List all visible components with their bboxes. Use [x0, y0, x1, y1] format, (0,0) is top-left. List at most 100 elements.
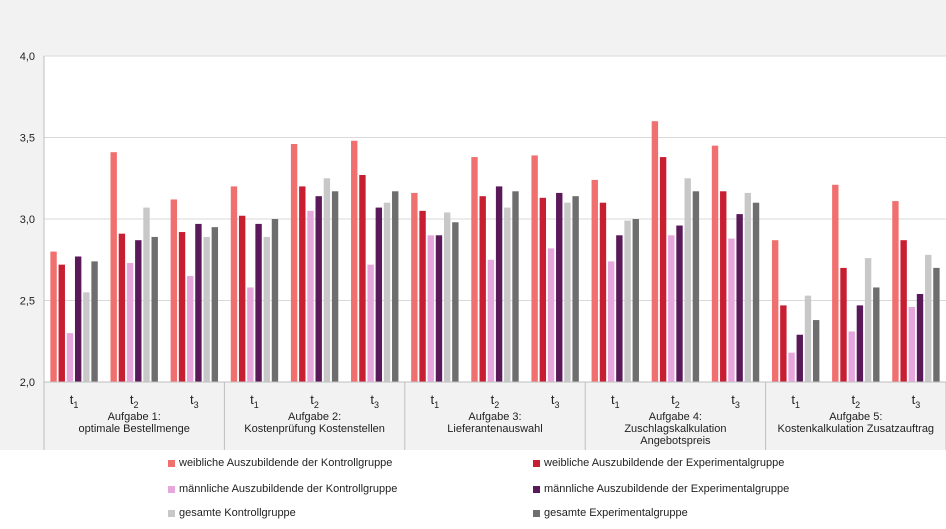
- time-point-label: t2: [851, 392, 860, 410]
- time-point-label: t1: [70, 392, 79, 410]
- bar: [840, 267, 847, 382]
- y-tick-label: 3,0: [20, 214, 35, 226]
- bar: [331, 191, 339, 382]
- legend-label: gesamte Experimentalgruppe: [544, 507, 688, 519]
- bar: [676, 225, 683, 382]
- bar: [375, 207, 383, 382]
- bar: [591, 179, 598, 382]
- bar: [684, 178, 691, 382]
- bar: [504, 207, 511, 382]
- time-point-label: t3: [731, 392, 740, 410]
- bar: [873, 287, 880, 382]
- bar: [211, 227, 219, 382]
- bar: [135, 240, 142, 382]
- y-tick-label: 2,5: [20, 296, 35, 308]
- bar: [323, 178, 331, 382]
- legend-item: weibliche Auszubildende der Kontrollgrup…: [168, 457, 392, 469]
- bar: [203, 236, 210, 382]
- time-point-label: t1: [791, 392, 800, 410]
- bar: [419, 210, 426, 382]
- bar: [383, 202, 391, 382]
- bar: [864, 258, 872, 382]
- bar: [263, 236, 270, 382]
- bar: [651, 121, 659, 382]
- bar: [720, 191, 727, 382]
- bar: [925, 254, 932, 382]
- group-label: Aufgabe 5:: [829, 411, 882, 423]
- bar: [728, 238, 735, 382]
- bar: [178, 232, 186, 382]
- legend-label: männliche Auszubildende der Experimental…: [544, 483, 790, 495]
- legend-swatch: [533, 459, 540, 467]
- legend-label: weibliche Auszubildende der Experimental…: [544, 457, 785, 469]
- bar: [832, 184, 839, 382]
- bar: [427, 235, 434, 382]
- bar: [632, 219, 639, 382]
- bar: [607, 261, 615, 382]
- legend: weibliche Auszubildende der Kontrollgrup…: [0, 450, 946, 529]
- bar: [900, 240, 907, 382]
- bar: [564, 202, 571, 382]
- legend-item: weibliche Auszubildende der Experimental…: [533, 457, 784, 469]
- bar: [933, 267, 940, 382]
- bar: [351, 140, 358, 382]
- bar: [547, 248, 555, 382]
- bar: [290, 144, 298, 382]
- bar: [238, 215, 246, 382]
- group-label: Kostenkalkulation Zusatzauftrag: [778, 423, 935, 435]
- bar: [435, 235, 443, 382]
- bar: [50, 251, 57, 382]
- group-label: Aufgabe 3:: [468, 411, 521, 423]
- bar: [255, 223, 262, 382]
- bar: [452, 222, 459, 382]
- time-point-label: t3: [370, 392, 379, 410]
- bar: [624, 220, 631, 382]
- bar: [58, 264, 65, 382]
- y-tick-label: 4,0: [20, 51, 35, 63]
- bar: [230, 186, 238, 382]
- bar: [195, 223, 202, 382]
- group-label: Lieferantenauswahl: [447, 423, 542, 435]
- bar: [247, 287, 254, 382]
- time-point-label: t2: [310, 392, 319, 410]
- group-label: Zuschlagskalkulation: [624, 423, 726, 435]
- group-label: Aufgabe 2:: [288, 411, 341, 423]
- bar: [479, 196, 486, 382]
- bar: [83, 292, 90, 382]
- bar: [856, 305, 864, 382]
- bar: [531, 155, 538, 382]
- bar: [143, 207, 150, 382]
- time-point-label: t1: [431, 392, 440, 410]
- bar: [110, 152, 117, 382]
- bar: [848, 331, 855, 382]
- time-point-label: t3: [912, 392, 921, 410]
- time-point-label: t2: [671, 392, 680, 410]
- bar: [788, 352, 795, 382]
- bar: [151, 236, 158, 382]
- bar: [752, 202, 760, 382]
- bar: [471, 157, 478, 382]
- bar: [539, 197, 547, 382]
- bar: [771, 240, 779, 382]
- bar: [796, 334, 803, 382]
- bar-chart: 2,0 2,5 3,0 3,5 4,0 t1 t2 t3 Aufgabe 1:optimale …: [20, 51, 946, 450]
- bar: [307, 210, 314, 382]
- bar: [736, 214, 743, 382]
- legend-swatch: [533, 509, 540, 517]
- y-tick-label: 2,0: [20, 377, 35, 389]
- bar: [91, 261, 98, 382]
- bar: [916, 293, 924, 382]
- legend-swatch: [533, 485, 540, 493]
- bar: [711, 145, 719, 382]
- bar: [692, 191, 700, 382]
- legend-swatch: [168, 509, 175, 517]
- bar: [572, 196, 579, 382]
- bar: [359, 174, 366, 382]
- bar: [659, 157, 667, 382]
- group-label: optimale Bestellmenge: [79, 423, 190, 435]
- bar: [908, 307, 916, 382]
- time-point-label: t3: [551, 392, 560, 410]
- bar: [804, 295, 812, 382]
- time-point-label: t3: [190, 392, 199, 410]
- legend-label: gesamte Kontrollgruppe: [179, 507, 296, 519]
